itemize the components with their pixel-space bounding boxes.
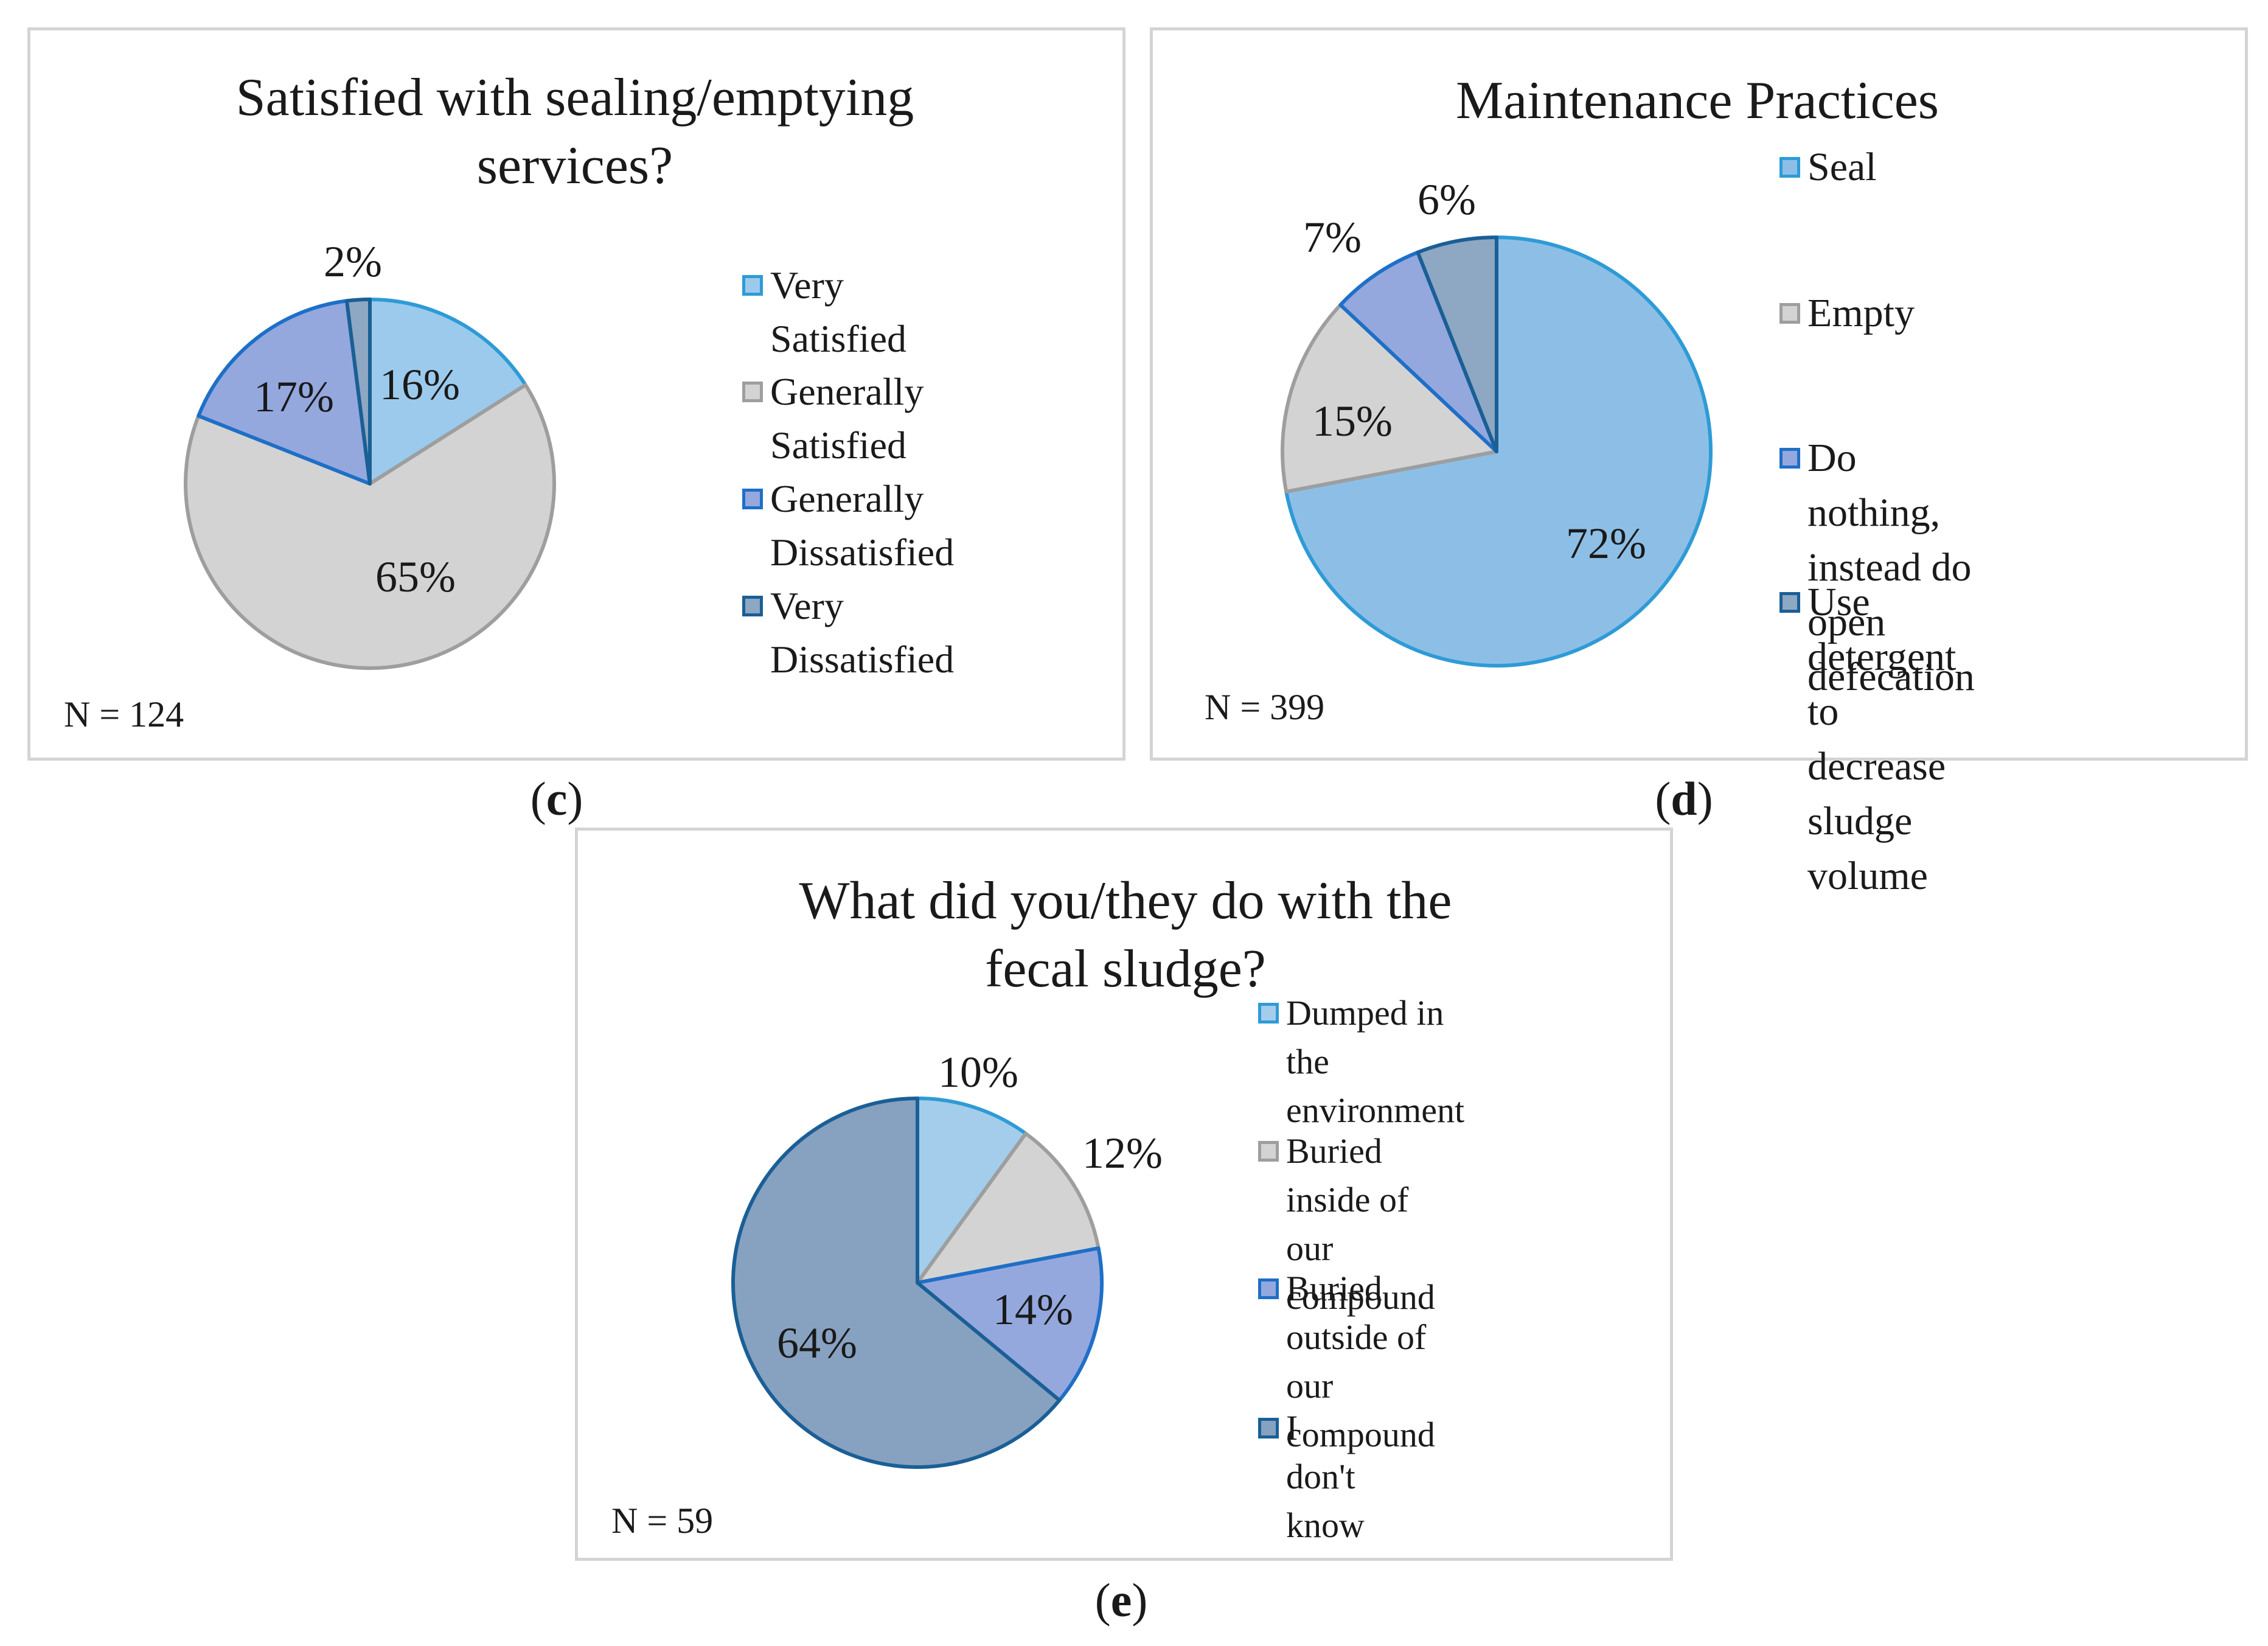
pie-slice-e-1 [916,1097,1028,1285]
legend-item-d-2: Empty [1779,286,1915,341]
chart-d-title-line-1: Maintenance Practices [1455,71,1939,130]
chart-e-title-line-2: fecal sludge? [985,940,1266,999]
data-label-d-3: 7% [1303,213,1362,262]
legend-swatch-c-3 [742,489,763,509]
legend-swatch-e-1 [1258,1003,1279,1024]
legend-swatch-e-2 [1258,1141,1279,1162]
legend-swatch-c-1 [742,275,763,296]
data-label-c-3: 17% [254,372,334,421]
pie-slice-d-2 [1281,303,1498,493]
pie-slice-e-3 [916,1246,1104,1403]
legend-label-e-4: I don't know [1286,1408,1365,1545]
legend-label-d-4: Use detergent to decrease sludge volume [1807,580,1957,898]
legend-item-e-4: I don't know [1258,1404,1365,1550]
chart-d-title: Maintenance Practices [1308,67,2087,135]
data-label-d-1: 72% [1566,519,1646,568]
pie-slice-e-2 [916,1131,1101,1285]
legend-swatch-d-2 [1779,303,1800,324]
legend-item-d-4: Use detergent to decrease sludge volume [1779,575,1956,904]
chart-c-title: Satisfied with sealing/emptying services… [73,64,1077,200]
pie-slice-c-4 [345,298,372,486]
data-label-d-4: 6% [1418,175,1476,224]
chart-c-caption: (c) [530,772,583,825]
legend-item-c-4: Very Dissatisfied [742,579,954,686]
chart-e-title-line-1: What did you/they do with the [799,871,1452,930]
legend-swatch-d-1 [1779,157,1800,178]
chart-d-caption: (d) [1655,772,1713,825]
pie-slice-c-2 [184,383,556,670]
chart-d-caption-letter: d [1671,772,1697,825]
chart-e-title: What did you/they do with the fecal slud… [669,867,1582,1003]
chart-c-title-line-1: Satisfied with sealing/emptying [235,68,914,127]
data-label-e-1: 10% [938,1048,1018,1097]
legend-item-e-3: Buried outside of our compound [1258,1264,1435,1459]
pie-slice-e-4 [731,1097,1062,1469]
legend-label-e-1: Dumped in the environment [1286,993,1465,1130]
legend-item-c-1: Very Satisfied [742,259,906,366]
legend-swatch-e-3 [1258,1278,1279,1299]
legend-item-e-2: Buried inside of our compound [1258,1127,1435,1322]
data-label-c-2: 65% [375,553,456,601]
legend-label-c-4: Very Dissatisfied [770,584,955,681]
chart-c-title-line-2: services? [476,136,673,195]
legend-item-c-2: Generally Satisfied [742,365,924,472]
data-label-e-3: 14% [993,1285,1073,1334]
legend-label-c-1: Very Satisfied [770,263,906,360]
legend-item-e-1: Dumped in the environment [1258,989,1464,1135]
data-label-c-1: 16% [380,360,460,409]
pie-slice-d-3 [1338,250,1498,453]
legend-label-d-3: Do nothing, instead do open defecation [1807,436,1975,699]
legend-label-c-3: Generally Dissatisfied [770,477,955,574]
legend-swatch-c-4 [742,596,763,616]
legend-swatch-d-3 [1779,448,1800,469]
legend-swatch-c-2 [742,382,763,402]
pie-slice-d-1 [1284,235,1713,668]
legend-label-e-2: Buried inside of our compound [1286,1131,1435,1317]
data-label-c-4: 2% [324,237,382,286]
data-label-d-2: 15% [1312,397,1393,445]
legend-swatch-e-4 [1258,1418,1279,1439]
legend-label-c-2: Generally Satisfied [770,370,924,467]
pie-slice-c-3 [197,299,372,486]
legend-label-d-2: Empty [1807,291,1915,335]
chart-c-caption-letter: c [546,772,568,825]
data-label-e-4: 64% [777,1319,857,1367]
chart-e-caption-letter: e [1110,1574,1132,1627]
legend-label-d-1: Seal [1807,145,1877,189]
chart-c-n-label: N = 124 [64,694,184,734]
pie-slice-c-1 [368,298,527,486]
chart-d-n-label: N = 399 [1205,687,1325,727]
data-label-e-2: 12% [1082,1129,1163,1177]
legend-item-d-3: Do nothing, instead do open defecation [1779,431,1975,705]
legend-label-e-3: Buried outside of our compound [1286,1269,1435,1454]
legend-item-c-3: Generally Dissatisfied [742,472,954,579]
legend-item-d-1: Seal [1779,140,1877,195]
pie-slice-d-4 [1416,235,1498,453]
legend-swatch-d-4 [1779,592,1800,613]
chart-e-caption: (e) [1094,1574,1148,1627]
chart-e-n-label: N = 59 [611,1501,714,1541]
